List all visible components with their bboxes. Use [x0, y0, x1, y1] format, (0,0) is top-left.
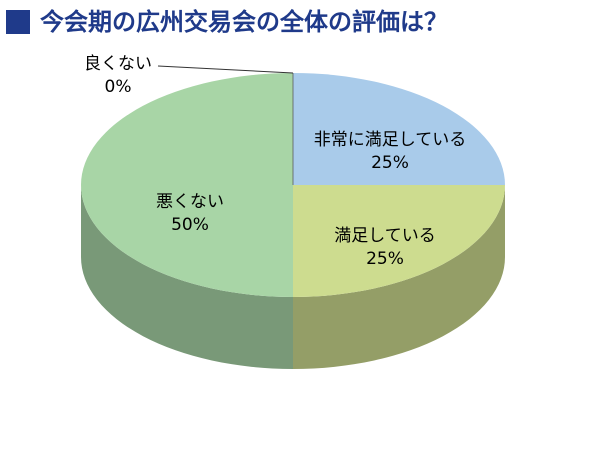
leader-line	[157, 65, 294, 74]
pie-side	[293, 185, 505, 369]
pie-slice	[293, 185, 505, 297]
pie-side	[81, 185, 293, 369]
slice-value-label: 0%	[105, 77, 132, 97]
chart-title: 今会期の広州交易会の全体の評価は？	[40, 8, 448, 36]
pie-slice	[81, 73, 293, 297]
slice-label: 非常に満足している	[314, 130, 467, 150]
slice-label: 満足している	[334, 226, 436, 246]
slice-value-label: 50%	[171, 215, 209, 235]
title-marker	[6, 10, 30, 34]
slice-value-label: 25%	[366, 249, 404, 269]
pie-slice	[293, 73, 505, 185]
slice-label: 悪くない	[156, 192, 224, 212]
slice-value-label: 25%	[371, 153, 409, 173]
slice-label: 良くない	[84, 54, 152, 74]
